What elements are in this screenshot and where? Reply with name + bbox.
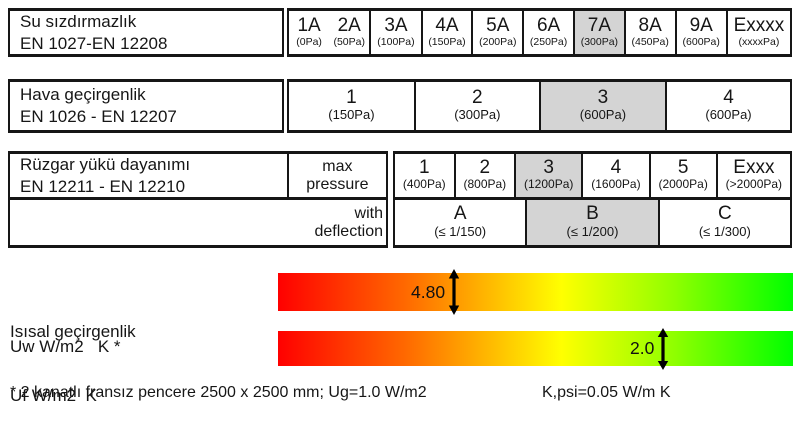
wind-cell-3-highlighted: 3 (1200Pa) — [514, 154, 582, 197]
wind-cell-1: 1 (400Pa) — [402, 157, 446, 192]
grade-cell-6a: 6A (250Pa) — [522, 11, 573, 54]
grade-cell-7a-highlighted: 7A (300Pa) — [572, 11, 624, 54]
wind-cell-2: 2 (800Pa) — [453, 154, 515, 197]
wind-deflection-grid: A (≤ 1/150) B (≤ 1/200) C (≤ 1/300) — [393, 200, 792, 248]
grade-cell-1a-2a: 1A (0Pa) 2A (50Pa) — [289, 11, 369, 54]
max-pressure-header: max pressure — [286, 154, 386, 197]
uf-gradient-bar: 4.80 — [278, 269, 793, 315]
grade-cell-5a: 5A (200Pa) — [471, 11, 522, 54]
grade-2a: 2A (50Pa) — [333, 15, 365, 48]
wind-pressure-grid: 1 (400Pa) 2 (800Pa) 3 (1200Pa) 4 (1600Pa… — [393, 151, 792, 200]
air-grades-grid: 1 (150Pa) 2 (300Pa) 3 (600Pa) 4 (600Pa) — [287, 79, 792, 133]
with-deflection-header: with deflection — [8, 200, 388, 248]
footnote-left: * 2 kanatlı fransız pencere 2500 x 2500 … — [10, 384, 427, 401]
grade-cell-3a: 3A (100Pa) — [369, 11, 420, 54]
air-standard: EN 1026 - EN 12207 — [20, 107, 177, 126]
wind-cell-5: 5 (2000Pa) — [648, 154, 716, 197]
thermal-label-uf: Isısal geçirgenlik Uf W/m2 K — [10, 321, 136, 406]
wind-title: Rüzgar yükü dayanımı — [20, 154, 191, 174]
air-cell-3-highlighted: 3 (600Pa) — [538, 82, 666, 130]
air-cell-2: 2 (300Pa) — [413, 82, 539, 130]
uw-value-marker: 2.0 — [630, 327, 670, 370]
double-arrow-icon — [658, 327, 669, 370]
water-standard: EN 1027-EN 12208 — [20, 33, 168, 53]
wind-label-box: Rüzgar yükü dayanımı EN 12211 - EN 12210… — [8, 151, 388, 200]
grade-cell-9a: 9A (600Pa) — [674, 11, 726, 54]
thermal-label-uw: Uw W/m2 K * — [10, 337, 121, 356]
water-title: Su sızdırmazlık — [20, 11, 137, 31]
double-arrow-icon — [448, 269, 460, 315]
deflection-cell-a: A (≤ 1/150) — [434, 203, 487, 239]
grade-cell-4a: 4A (150Pa) — [420, 11, 472, 54]
air-cell-1: 1 (150Pa) — [328, 86, 375, 123]
wind-cell-4: 4 (1600Pa) — [581, 154, 648, 197]
grade-cell-exxxx: Exxxx (xxxxPa) — [725, 11, 790, 54]
uf-value-marker: 4.80 — [411, 269, 461, 315]
uw-gradient-bar: 2.0 — [278, 327, 793, 370]
wind-standard: EN 12211 - EN 12210 — [20, 176, 186, 196]
water-grades-grid: 1A (0Pa) 2A (50Pa) 3A (100Pa) 4A (150Pa)… — [287, 8, 792, 57]
water-tightness-label-box: Su sızdırmazlık EN 1027-EN 12208 — [8, 8, 284, 57]
grade-cell-8a: 8A (450Pa) — [623, 11, 675, 54]
air-permeability-label-box: Hava geçirgenlik EN 1026 - EN 12207 — [8, 79, 284, 133]
deflection-cell-b-highlighted: B (≤ 1/200) — [525, 200, 658, 245]
grade-1a: 1A (0Pa) — [296, 15, 322, 48]
wind-title-cell: Rüzgar yükü dayanımı EN 12211 - EN 12210 — [10, 154, 287, 197]
air-cell-4: 4 (600Pa) — [665, 82, 790, 130]
deflection-cell-c: C (≤ 1/300) — [657, 200, 790, 245]
wind-cell-exxx: Exxx (>2000Pa) — [715, 154, 790, 197]
air-title: Hava geçirgenlik — [20, 85, 146, 105]
footnote-right: K,psi=0.05 W/m K — [542, 384, 671, 401]
